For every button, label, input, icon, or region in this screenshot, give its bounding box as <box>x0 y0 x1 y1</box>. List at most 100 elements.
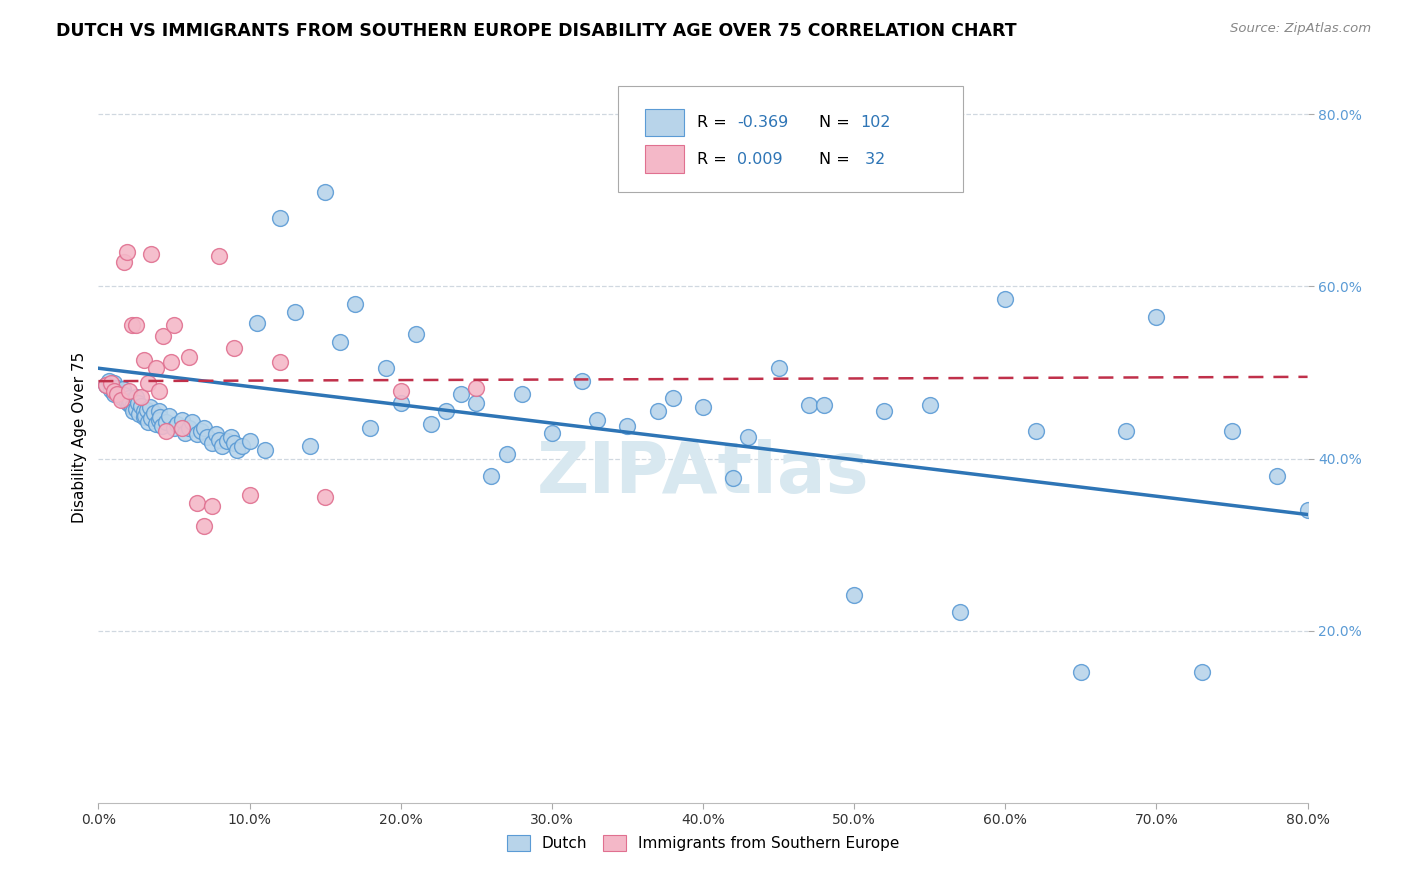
Point <box>115 394 138 409</box>
Point <box>1070 665 1092 679</box>
Point <box>150 418 173 433</box>
Point <box>284 305 307 319</box>
Point <box>173 425 195 440</box>
Point <box>105 381 128 395</box>
Point <box>100 376 122 390</box>
Point <box>148 413 170 427</box>
Point <box>723 470 745 484</box>
Point <box>481 468 503 483</box>
Point <box>360 421 382 435</box>
Point <box>193 518 215 533</box>
Point <box>112 255 135 269</box>
Point <box>918 398 941 412</box>
Point <box>155 424 177 438</box>
Point <box>94 378 117 392</box>
Point <box>768 361 790 376</box>
Point <box>94 378 117 392</box>
Point <box>226 442 249 457</box>
Point <box>186 427 208 442</box>
Point <box>125 390 148 404</box>
Point <box>269 355 291 369</box>
Point <box>239 434 262 449</box>
Text: ZIPAtlas: ZIPAtlas <box>537 439 869 508</box>
Point <box>121 400 143 414</box>
Point <box>136 376 159 390</box>
Point <box>141 411 163 425</box>
Point <box>125 318 148 333</box>
Point <box>1296 503 1319 517</box>
Point <box>103 384 125 399</box>
Point <box>211 439 233 453</box>
Point <box>186 496 208 510</box>
Point <box>1191 665 1213 679</box>
Point <box>616 418 638 433</box>
Point <box>193 421 215 435</box>
Point <box>1115 424 1137 438</box>
Point <box>111 382 134 396</box>
Point <box>148 384 170 399</box>
Point <box>122 404 145 418</box>
Point <box>141 247 163 261</box>
Point <box>201 436 224 450</box>
Point <box>170 421 193 435</box>
Point <box>231 439 253 453</box>
Y-axis label: Disability Age Over 75: Disability Age Over 75 <box>72 351 87 523</box>
Point <box>692 400 714 414</box>
Point <box>121 318 143 333</box>
Point <box>112 388 135 402</box>
Point <box>100 383 122 397</box>
Point <box>737 430 759 444</box>
Text: N =: N = <box>820 115 855 130</box>
Point <box>145 361 167 376</box>
Point <box>329 335 352 350</box>
Point <box>129 390 152 404</box>
Point <box>103 387 125 401</box>
Point <box>246 316 269 330</box>
Point <box>389 384 412 399</box>
FancyBboxPatch shape <box>619 86 963 192</box>
Point <box>105 387 128 401</box>
Point <box>118 392 141 406</box>
Point <box>208 433 231 447</box>
Point <box>949 605 972 619</box>
Point <box>149 410 172 425</box>
Point <box>661 392 683 406</box>
Point <box>115 245 138 260</box>
FancyBboxPatch shape <box>645 145 683 173</box>
Point <box>118 384 141 399</box>
Point <box>344 296 367 310</box>
Point <box>110 386 132 401</box>
Point <box>389 395 412 409</box>
Point <box>110 393 132 408</box>
Point <box>127 395 149 409</box>
Point <box>647 404 669 418</box>
Point <box>129 399 152 413</box>
Point <box>450 387 472 401</box>
Point <box>215 434 238 449</box>
Point <box>239 488 262 502</box>
Point <box>155 416 177 430</box>
Text: 0.009: 0.009 <box>737 152 783 167</box>
Point <box>159 409 181 423</box>
Point <box>1220 424 1243 438</box>
Point <box>148 404 170 418</box>
Point <box>145 417 167 432</box>
Point <box>224 342 246 356</box>
Text: Source: ZipAtlas.com: Source: ZipAtlas.com <box>1230 22 1371 36</box>
Point <box>299 439 322 453</box>
Point <box>224 436 246 450</box>
Point <box>540 425 562 440</box>
Point <box>103 376 125 390</box>
Text: 102: 102 <box>860 115 890 130</box>
Point <box>201 499 224 513</box>
Point <box>120 393 142 408</box>
Point <box>510 387 533 401</box>
Point <box>132 410 155 425</box>
Point <box>994 293 1017 307</box>
Point <box>813 398 835 412</box>
Point <box>166 417 188 432</box>
Point <box>125 401 148 416</box>
Point <box>139 400 162 414</box>
Point <box>110 390 132 404</box>
Point <box>205 427 228 442</box>
